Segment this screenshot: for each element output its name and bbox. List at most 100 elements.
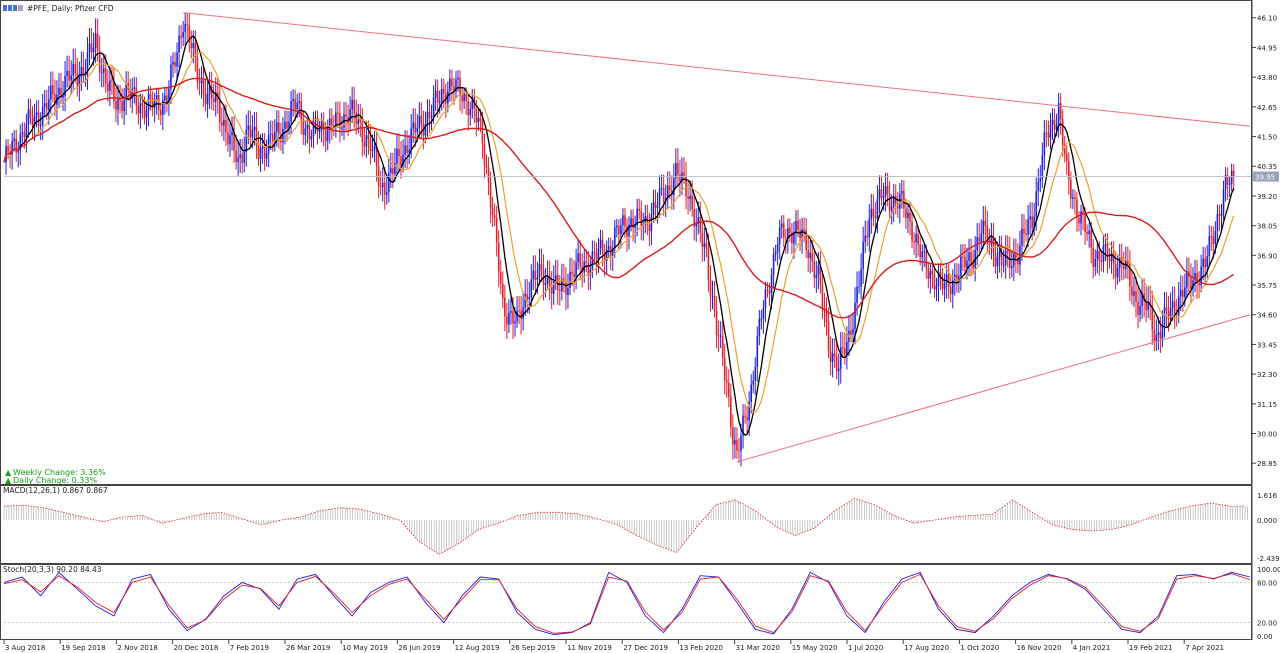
price-candle-body bbox=[1092, 247, 1095, 267]
price-candle-body bbox=[29, 109, 32, 118]
price-candle-body bbox=[601, 239, 604, 254]
price-axis-label: 28.85 bbox=[1257, 460, 1277, 468]
trendline-upper[interactable] bbox=[183, 12, 1251, 127]
price-candle-body bbox=[107, 83, 109, 91]
price-candle-body bbox=[1220, 212, 1223, 216]
trendline-lower[interactable] bbox=[736, 314, 1251, 463]
time-axis-label: 13 Feb 2020 bbox=[679, 644, 723, 652]
price-candle-body bbox=[1013, 253, 1015, 267]
price-candle-body bbox=[202, 79, 205, 95]
price-candle-body bbox=[516, 310, 518, 322]
price-candle-body bbox=[322, 120, 325, 131]
price-candle-body bbox=[730, 396, 732, 428]
price-candle-body bbox=[328, 118, 331, 129]
stochastic-panel[interactable] bbox=[0, 564, 1252, 640]
price-candle-body bbox=[650, 214, 653, 232]
price-candle-body bbox=[481, 120, 484, 144]
price-candle-body bbox=[575, 262, 577, 277]
price-candle-body bbox=[147, 93, 150, 111]
time-axis-label: 16 Nov 2020 bbox=[1017, 644, 1062, 652]
time-axis-label: 12 Aug 2019 bbox=[455, 644, 500, 652]
price-axis-label: 38.05 bbox=[1257, 223, 1277, 231]
price-candle-body bbox=[400, 156, 402, 166]
price-candle-body bbox=[166, 95, 168, 105]
price-candle-body bbox=[1161, 325, 1164, 339]
price-candle-body bbox=[1165, 307, 1168, 312]
price-candle-body bbox=[727, 382, 730, 397]
time-axis-label: 1 Oct 2020 bbox=[960, 644, 999, 652]
price-candle-body bbox=[414, 122, 417, 133]
stochastic-label: Stoch(20,3,3) 90.20 84.43 bbox=[3, 565, 102, 574]
price-candle-body bbox=[1184, 287, 1186, 297]
price-candle-body bbox=[1055, 124, 1058, 130]
price-candle-body bbox=[96, 33, 99, 51]
price-candle-body bbox=[911, 221, 913, 242]
price-candle-body bbox=[408, 149, 410, 153]
price-candle-body bbox=[780, 223, 783, 228]
price-candle-body bbox=[66, 70, 68, 76]
price-candle-body bbox=[532, 270, 535, 280]
price-candle-body bbox=[1169, 307, 1172, 319]
price-candle-body bbox=[593, 251, 596, 253]
price-candle-body bbox=[1076, 199, 1078, 218]
price-candle-body bbox=[648, 224, 651, 232]
price-candle-body bbox=[884, 185, 887, 197]
price-candle-body bbox=[249, 125, 252, 138]
current-price-tag bbox=[1253, 171, 1279, 182]
price-candle-body bbox=[935, 286, 938, 290]
price-candle-body bbox=[536, 277, 539, 280]
price-candle-body bbox=[1041, 155, 1044, 179]
price-candle-body bbox=[259, 148, 262, 159]
price-candle-body bbox=[774, 251, 777, 255]
price-candle-body bbox=[907, 212, 909, 218]
price-candle-body bbox=[304, 128, 307, 136]
price-candle-body bbox=[607, 245, 610, 250]
price-candle-body bbox=[1108, 259, 1111, 262]
price-candle-body bbox=[324, 130, 327, 142]
price-candle-body bbox=[504, 298, 506, 317]
price-candle-body bbox=[673, 178, 675, 195]
main-price-panel[interactable] bbox=[0, 0, 1252, 485]
price-candle-body bbox=[1167, 311, 1170, 319]
price-candle-body bbox=[1186, 271, 1188, 288]
price-candle-body bbox=[379, 186, 382, 188]
price-axis-label: 34.60 bbox=[1257, 312, 1277, 320]
price-candle-body bbox=[1226, 175, 1229, 185]
price-candle-body bbox=[1063, 145, 1066, 155]
stoch-signal-line bbox=[3, 573, 1251, 634]
price-candle-body bbox=[117, 97, 119, 110]
price-candle-body bbox=[1179, 289, 1182, 297]
price-candle-body bbox=[359, 117, 362, 123]
price-candle-body bbox=[1045, 132, 1048, 134]
price-candle-body bbox=[278, 122, 280, 135]
price-candle-body bbox=[966, 260, 968, 268]
price-candle-body bbox=[115, 101, 117, 110]
time-axis-label: 11 Nov 2019 bbox=[567, 644, 612, 652]
price-axis-label: 46.10 bbox=[1257, 15, 1277, 23]
price-candle-body bbox=[766, 289, 769, 291]
price-candle-body bbox=[520, 310, 522, 319]
price-candle-body bbox=[430, 116, 433, 118]
macd-panel[interactable] bbox=[0, 485, 1252, 564]
price-axis-label: 43.80 bbox=[1257, 74, 1277, 82]
price-candle-body bbox=[854, 302, 856, 329]
price-candle-body bbox=[630, 218, 632, 225]
price-candle-body bbox=[552, 280, 555, 294]
weekly-change-text: Weekly Change: 3.36% bbox=[13, 468, 106, 477]
price-candle-body bbox=[192, 43, 195, 49]
price-axis-label: 35.75 bbox=[1257, 282, 1277, 290]
price-candle-body bbox=[679, 174, 681, 182]
price-candle-body bbox=[687, 196, 689, 200]
price-candle-body bbox=[785, 237, 787, 239]
price-candle-body bbox=[740, 435, 742, 451]
price-candle-body bbox=[917, 234, 919, 245]
price-candle-body bbox=[111, 80, 113, 82]
price-candle-body bbox=[968, 252, 970, 261]
price-candle-body bbox=[793, 231, 795, 244]
price-candle-body bbox=[369, 139, 372, 151]
price-candle-body bbox=[1159, 332, 1162, 339]
price-candle-body bbox=[638, 208, 641, 211]
price-candle-body bbox=[1037, 181, 1040, 192]
price-candle-body bbox=[964, 256, 966, 268]
